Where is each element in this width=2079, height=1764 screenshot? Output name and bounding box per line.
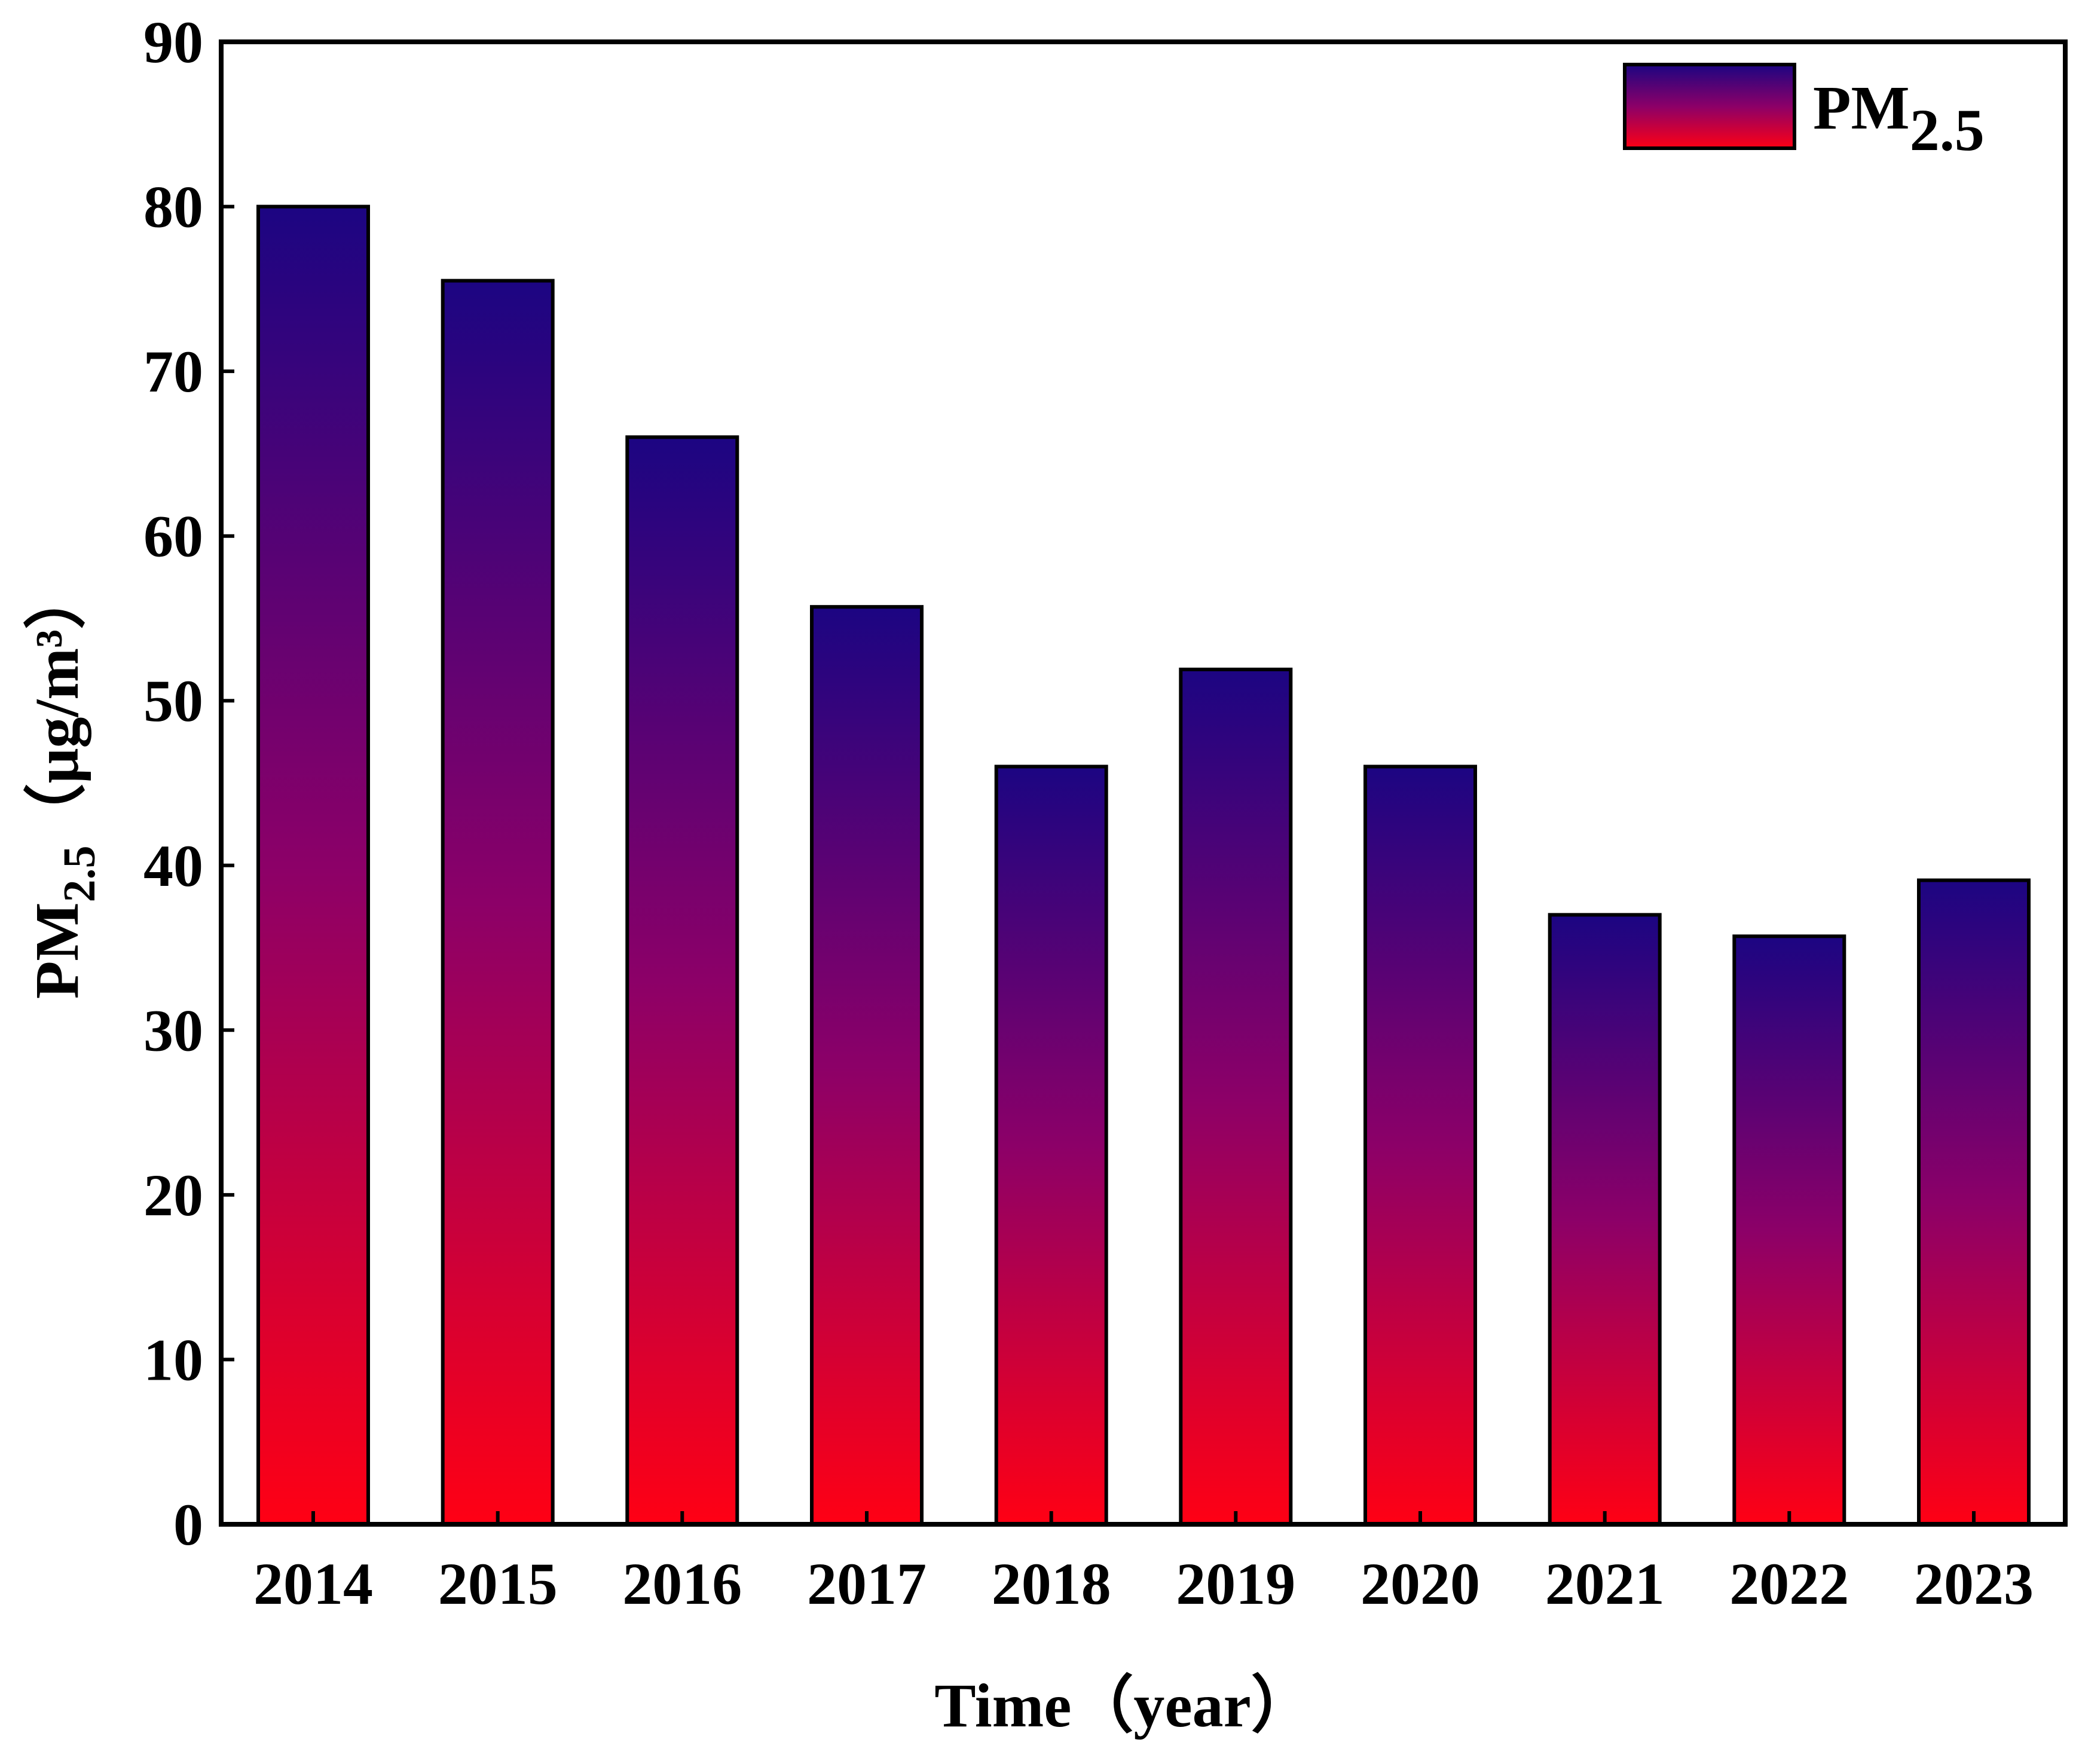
bar-2022 [1732, 934, 1846, 1527]
y-axis-title-unit: （μg/m³） [23, 567, 91, 846]
bar-2016 [625, 435, 739, 1526]
x-tick-label-2019: 2019 [1176, 1551, 1295, 1617]
legend: PM2.5 [1623, 63, 1985, 163]
y-tick-label-20: 20 [143, 1162, 203, 1228]
x-tick-label-2015: 2015 [438, 1551, 558, 1617]
x-tick-label-2022: 2022 [1729, 1551, 1849, 1617]
y-axis-ticks: 0 10 20 30 40 50 60 70 80 90 [143, 9, 234, 1558]
bar-2015 [441, 279, 555, 1526]
x-axis-title: Time（year） [934, 1671, 1313, 1740]
x-tick-label-2023: 2023 [1914, 1551, 2034, 1617]
legend-label-main: PM [1813, 74, 1910, 142]
x-tick-label-2014: 2014 [253, 1551, 373, 1617]
bar-2018 [994, 765, 1108, 1526]
x-tick-label-2017: 2017 [807, 1551, 927, 1617]
x-axis-ticks: 2014 2015 2016 2017 2018 2019 2020 2021 2022 2023 [253, 1511, 2034, 1617]
y-axis-title: PM2.5（μg/m³） [23, 567, 105, 999]
x-tick-label-2020: 2020 [1360, 1551, 1480, 1617]
bar-2023 [1917, 878, 2031, 1526]
legend-label-sub: 2.5 [1910, 97, 1985, 163]
y-tick-label-90: 90 [143, 9, 203, 75]
y-tick-label-10: 10 [143, 1326, 203, 1393]
y-tick-label-40: 40 [143, 833, 203, 899]
bar-2017 [810, 605, 924, 1527]
y-tick-label-0: 0 [173, 1491, 203, 1558]
y-tick-label-30: 30 [143, 997, 203, 1063]
y-tick-label-60: 60 [143, 503, 203, 570]
legend-swatch [1623, 63, 1796, 150]
y-tick-label-50: 50 [143, 668, 203, 734]
y-tick-label-80: 80 [143, 174, 203, 240]
bar-2021 [1548, 913, 1662, 1526]
x-tick-label-2021: 2021 [1545, 1551, 1665, 1617]
y-axis-title-sub: 2.5 [54, 845, 105, 902]
y-axis-title-main: PM [23, 902, 91, 999]
plot-frame [219, 39, 2068, 1527]
bars-layer [256, 204, 2031, 1527]
legend-label: PM2.5 [1813, 74, 1985, 163]
bar-2014 [256, 204, 370, 1526]
x-tick-label-2016: 2016 [622, 1551, 742, 1617]
bar-2019 [1179, 667, 1293, 1526]
bar-2020 [1363, 765, 1477, 1526]
y-tick-label-70: 70 [143, 338, 203, 405]
x-tick-label-2018: 2018 [992, 1551, 1111, 1617]
